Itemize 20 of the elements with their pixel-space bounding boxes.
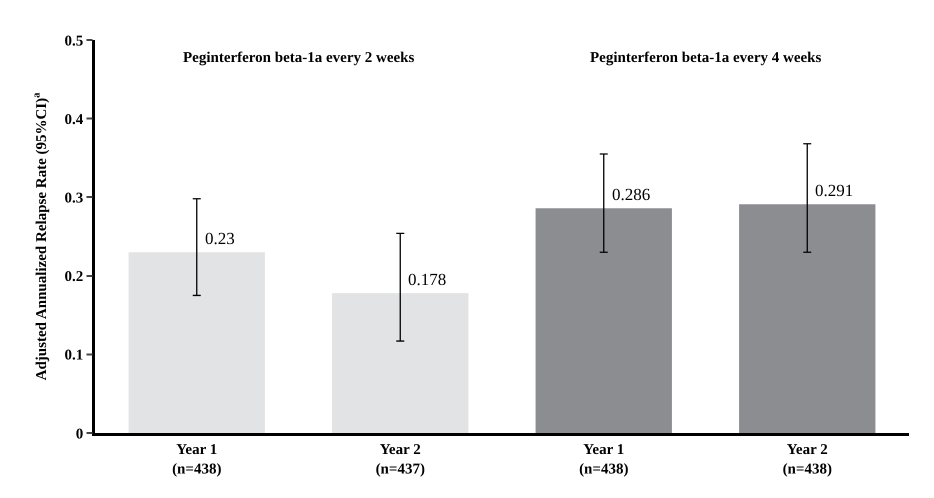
data-label: 0.291: [815, 181, 854, 200]
annotation: Peginterferon beta-1a every 4 weeks: [590, 50, 822, 66]
x-tick-label: Year 2 (n=438): [782, 442, 832, 478]
data-label: 0.23: [205, 229, 235, 248]
x-tick-label: Year 1 (n=438): [579, 442, 628, 478]
data-label: 0.178: [408, 270, 446, 289]
y-tick-label: 0.4: [64, 112, 84, 128]
y-tick-label: 0.5: [64, 33, 84, 50]
y-tick-label: 0.1: [64, 348, 84, 364]
y-tick-label: 0.3: [64, 190, 84, 206]
annotation: Peginterferon beta-1a every 2 weeks: [183, 50, 414, 66]
bar: [332, 293, 468, 433]
bar: [536, 208, 672, 433]
y-tick-label: 0: [76, 426, 84, 442]
data-label: 0.286: [612, 185, 650, 204]
x-tick-label: Year 2 (n=437): [376, 442, 425, 478]
x-tick-label: Year 1 (n=438): [172, 442, 222, 478]
y-tick-label: 0.2: [64, 269, 84, 286]
bar: [739, 204, 876, 433]
bar: [128, 252, 265, 433]
